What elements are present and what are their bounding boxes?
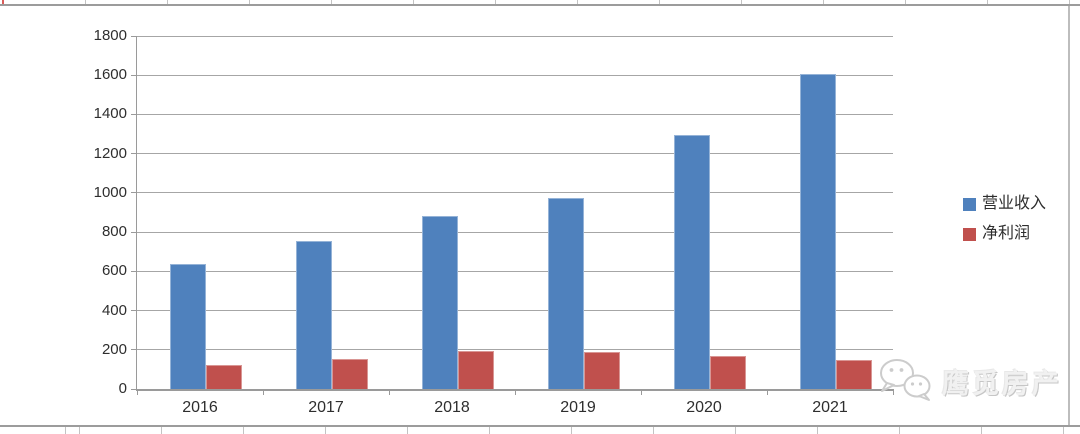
- spreadsheet-top-row-strip: [0, 0, 1080, 5]
- x-axis-tick: [389, 391, 390, 395]
- gridline-800: [137, 231, 893, 233]
- gridline-1400: [137, 113, 893, 115]
- x-tick-label: 2018: [434, 399, 470, 416]
- gridline-1600: [137, 74, 893, 76]
- x-axis-tick: [641, 391, 642, 395]
- chart-object-right-border: [1068, 6, 1070, 425]
- legend-swatch: [963, 197, 976, 211]
- legend-label: 营业收入: [982, 195, 1047, 212]
- legend-swatch: [963, 227, 976, 241]
- wechat-logo-icon: [874, 356, 936, 407]
- y-tick-label: 800: [101, 223, 127, 241]
- y-axis-tick: [131, 310, 137, 312]
- spreadsheet-row-line-top: [0, 4, 1080, 6]
- y-axis-tick: [131, 270, 137, 272]
- y-tick-label: 400: [101, 301, 127, 319]
- x-axis-line: [137, 389, 894, 391]
- x-axis-tick: [767, 391, 768, 395]
- x-tick-label: 2016: [182, 399, 218, 416]
- bar-净利润-2019: [584, 351, 620, 389]
- y-tick-label: 1800: [93, 27, 127, 44]
- legend-item: 净利润: [963, 226, 1046, 242]
- cell-cursor-mark: [2, 0, 4, 4]
- y-axis-tick: [131, 192, 137, 194]
- bar-净利润-2017: [332, 358, 368, 389]
- y-axis-tick: [131, 74, 137, 76]
- x-tick-label: 2017: [308, 399, 344, 416]
- x-tick-label: 2019: [560, 399, 596, 416]
- y-axis-tick: [131, 231, 137, 233]
- watermark: 鹰觅房产: [874, 356, 1062, 407]
- bar-营业收入-2019: [548, 197, 584, 389]
- gridline-400: [137, 310, 893, 312]
- y-tick-label: 0: [118, 380, 127, 397]
- gridline-600: [137, 270, 893, 272]
- y-tick-label: 1200: [93, 144, 127, 162]
- y-axis-line: [136, 36, 137, 391]
- y-axis-tick: [131, 113, 137, 115]
- x-tick-label: 2020: [686, 399, 722, 416]
- legend-item: 营业收入: [963, 196, 1046, 212]
- gridline-200: [137, 349, 893, 351]
- gridline-1000: [137, 192, 893, 194]
- bar-营业收入-2018: [422, 215, 458, 389]
- bar-营业收入-2020: [674, 135, 710, 389]
- gridline-1200: [137, 153, 893, 155]
- y-axis-tick: [131, 153, 137, 155]
- y-axis-tick: [131, 349, 137, 351]
- bar-净利润-2016: [206, 364, 242, 389]
- legend-label: 净利润: [982, 225, 1031, 242]
- x-axis-tick: [893, 391, 894, 395]
- x-axis-tick: [515, 391, 516, 395]
- x-axis-tick: [263, 391, 264, 395]
- legend: 营业收入 净利润: [963, 196, 1046, 242]
- y-tick-label: 200: [101, 340, 127, 358]
- y-tick-label: 600: [101, 262, 127, 280]
- watermark-text: 鹰觅房产: [942, 369, 1062, 399]
- bar-净利润-2020: [710, 356, 746, 389]
- y-tick-label: 1400: [93, 105, 127, 123]
- x-axis-tick: [137, 391, 138, 395]
- gridline-1800: [137, 35, 893, 37]
- x-tick-label: 2021: [812, 399, 848, 416]
- y-axis-tick: [131, 388, 137, 390]
- y-tick-label: 1000: [93, 183, 127, 201]
- bar-营业收入-2016: [170, 264, 206, 389]
- bar-净利润-2018: [458, 350, 494, 389]
- bar-营业收入-2021: [800, 74, 836, 389]
- spreadsheet-row-line-bottom: [0, 425, 1080, 427]
- bar-营业收入-2017: [296, 240, 332, 389]
- spreadsheet-bottom-row-strip: [0, 427, 1080, 434]
- bar-净利润-2021: [836, 359, 872, 389]
- y-tick-label: 1600: [93, 66, 127, 84]
- y-axis-tick: [131, 35, 137, 37]
